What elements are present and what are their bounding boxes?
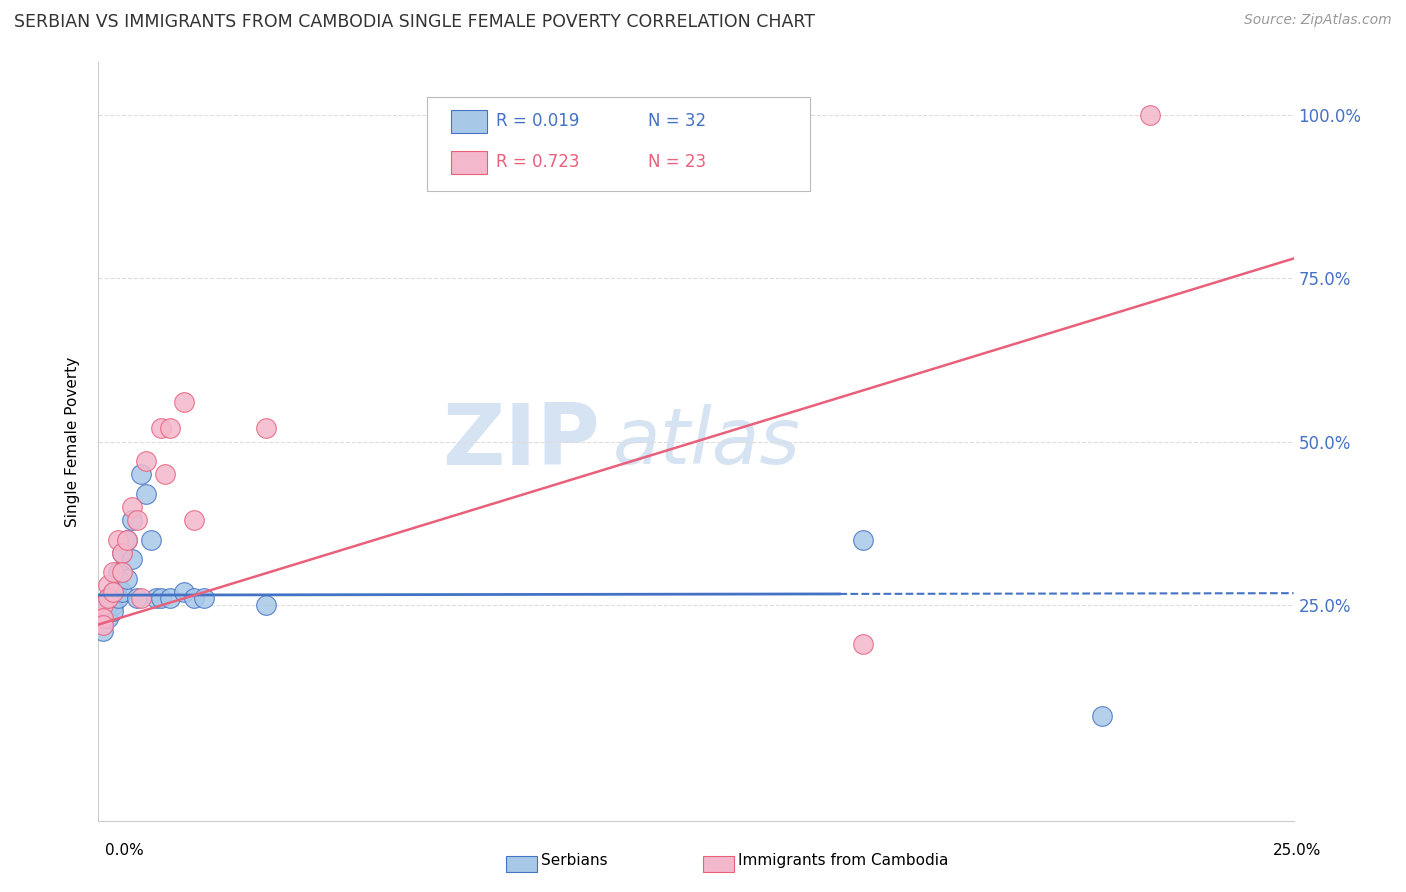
- Point: [183, 513, 205, 527]
- Point: [101, 585, 124, 599]
- Text: 0.0%: 0.0%: [105, 843, 145, 858]
- Point: [135, 487, 157, 501]
- Point: [125, 513, 148, 527]
- Point: [91, 611, 114, 625]
- Point: [125, 591, 148, 606]
- Point: [1139, 108, 1161, 122]
- Text: ZIP: ZIP: [443, 400, 600, 483]
- Point: [91, 605, 114, 619]
- Point: [131, 467, 153, 482]
- Point: [183, 591, 205, 606]
- Text: Source: ZipAtlas.com: Source: ZipAtlas.com: [1244, 13, 1392, 28]
- Point: [159, 421, 181, 435]
- Text: Immigrants from Cambodia: Immigrants from Cambodia: [738, 854, 949, 868]
- FancyBboxPatch shape: [451, 151, 486, 174]
- Point: [101, 598, 124, 612]
- Point: [91, 611, 114, 625]
- Point: [101, 605, 124, 619]
- Point: [97, 578, 120, 592]
- Point: [101, 566, 124, 580]
- Point: [97, 598, 120, 612]
- Text: SERBIAN VS IMMIGRANTS FROM CAMBODIA SINGLE FEMALE POVERTY CORRELATION CHART: SERBIAN VS IMMIGRANTS FROM CAMBODIA SING…: [14, 13, 815, 31]
- Text: R = 0.723: R = 0.723: [496, 153, 579, 170]
- Point: [145, 591, 167, 606]
- Point: [111, 546, 134, 560]
- Point: [111, 546, 134, 560]
- Point: [254, 421, 277, 435]
- Point: [852, 637, 875, 651]
- Point: [111, 566, 134, 580]
- Point: [159, 591, 181, 606]
- Point: [91, 598, 114, 612]
- Point: [97, 611, 120, 625]
- Point: [101, 585, 124, 599]
- FancyBboxPatch shape: [427, 96, 810, 191]
- Point: [91, 598, 114, 612]
- Point: [852, 533, 875, 547]
- Point: [91, 624, 114, 639]
- FancyBboxPatch shape: [451, 111, 486, 133]
- Point: [149, 421, 172, 435]
- Point: [173, 395, 195, 409]
- Point: [139, 533, 162, 547]
- Point: [254, 598, 277, 612]
- Point: [107, 591, 129, 606]
- Point: [155, 467, 177, 482]
- Point: [121, 500, 143, 514]
- Point: [193, 591, 215, 606]
- Point: [115, 572, 138, 586]
- Point: [91, 617, 114, 632]
- Point: [111, 585, 134, 599]
- Point: [1091, 709, 1114, 723]
- Text: 25.0%: 25.0%: [1274, 843, 1322, 858]
- Y-axis label: Single Female Poverty: Single Female Poverty: [65, 357, 80, 526]
- Point: [115, 533, 138, 547]
- Point: [115, 533, 138, 547]
- Point: [135, 454, 157, 468]
- Text: Serbians: Serbians: [541, 854, 607, 868]
- Point: [121, 513, 143, 527]
- Point: [97, 591, 120, 606]
- Point: [149, 591, 172, 606]
- Text: N = 23: N = 23: [648, 153, 706, 170]
- Text: N = 32: N = 32: [648, 112, 706, 129]
- Point: [173, 585, 195, 599]
- Point: [107, 578, 129, 592]
- Text: R = 0.019: R = 0.019: [496, 112, 579, 129]
- Point: [107, 566, 129, 580]
- Point: [121, 552, 143, 566]
- Point: [107, 533, 129, 547]
- Point: [131, 591, 153, 606]
- Point: [97, 591, 120, 606]
- Text: atlas: atlas: [613, 403, 800, 480]
